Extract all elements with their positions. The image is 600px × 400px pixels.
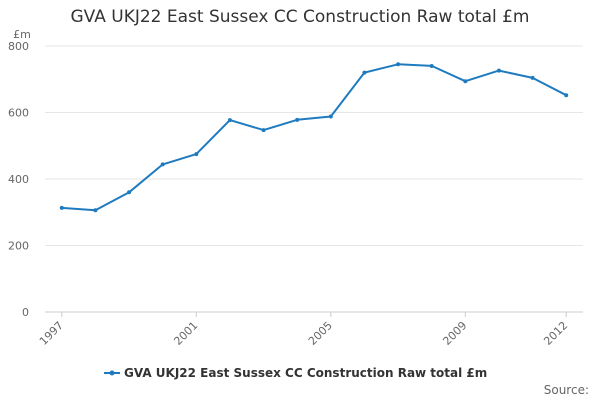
data-point[interactable] — [530, 75, 535, 80]
y-tick-label: 0 — [22, 306, 29, 319]
x-tick-label: 2001 — [171, 319, 200, 348]
source-credit[interactable]: Source: — [544, 383, 589, 397]
data-point[interactable] — [362, 70, 367, 75]
data-point[interactable] — [59, 205, 64, 210]
y-axis-unit-label: £m — [13, 28, 31, 41]
gridlines — [45, 45, 583, 313]
series-group — [59, 62, 569, 213]
data-point[interactable] — [227, 118, 232, 123]
y-axis-ticks: 0 200 400 600 800 — [8, 40, 29, 319]
y-tick-label: 600 — [8, 107, 29, 120]
data-point[interactable] — [295, 117, 300, 122]
data-point[interactable] — [93, 208, 98, 213]
data-point[interactable] — [127, 190, 132, 195]
data-point[interactable] — [429, 63, 434, 68]
data-point[interactable] — [194, 152, 199, 157]
legend[interactable]: GVA UKJ22 East Sussex CC Construction Ra… — [104, 366, 487, 380]
chart-title: GVA UKJ22 East Sussex CC Construction Ra… — [70, 7, 530, 27]
y-tick-label: 400 — [8, 173, 29, 186]
data-point[interactable] — [463, 79, 468, 84]
data-point[interactable] — [261, 128, 266, 133]
x-axis: 1997 2001 2005 2009 2012 — [37, 311, 583, 348]
x-tick-label: 2012 — [541, 319, 570, 348]
x-tick-label: 1997 — [37, 319, 66, 348]
series-line — [61, 63, 567, 212]
y-tick-label: 200 — [8, 240, 29, 253]
data-point[interactable] — [564, 93, 569, 98]
y-tick-label: 800 — [8, 40, 29, 53]
legend-marker-icon — [109, 370, 115, 376]
data-point[interactable] — [496, 68, 501, 73]
legend-label: GVA UKJ22 East Sussex CC Construction Ra… — [124, 366, 487, 380]
x-tick-label: 2005 — [306, 319, 335, 348]
data-point[interactable] — [328, 114, 333, 119]
data-point[interactable] — [396, 62, 401, 67]
data-point[interactable] — [160, 162, 165, 167]
x-tick-label: 2009 — [440, 319, 469, 348]
